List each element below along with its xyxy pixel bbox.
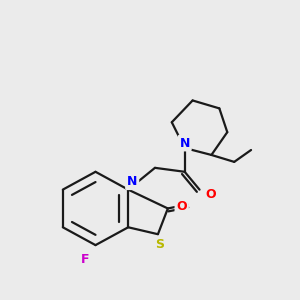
Text: O: O [205, 188, 216, 201]
Text: N: N [127, 175, 137, 188]
Text: O: O [176, 200, 187, 213]
Text: N: N [179, 136, 190, 150]
Text: S: S [155, 238, 164, 250]
Text: F: F [81, 254, 90, 266]
